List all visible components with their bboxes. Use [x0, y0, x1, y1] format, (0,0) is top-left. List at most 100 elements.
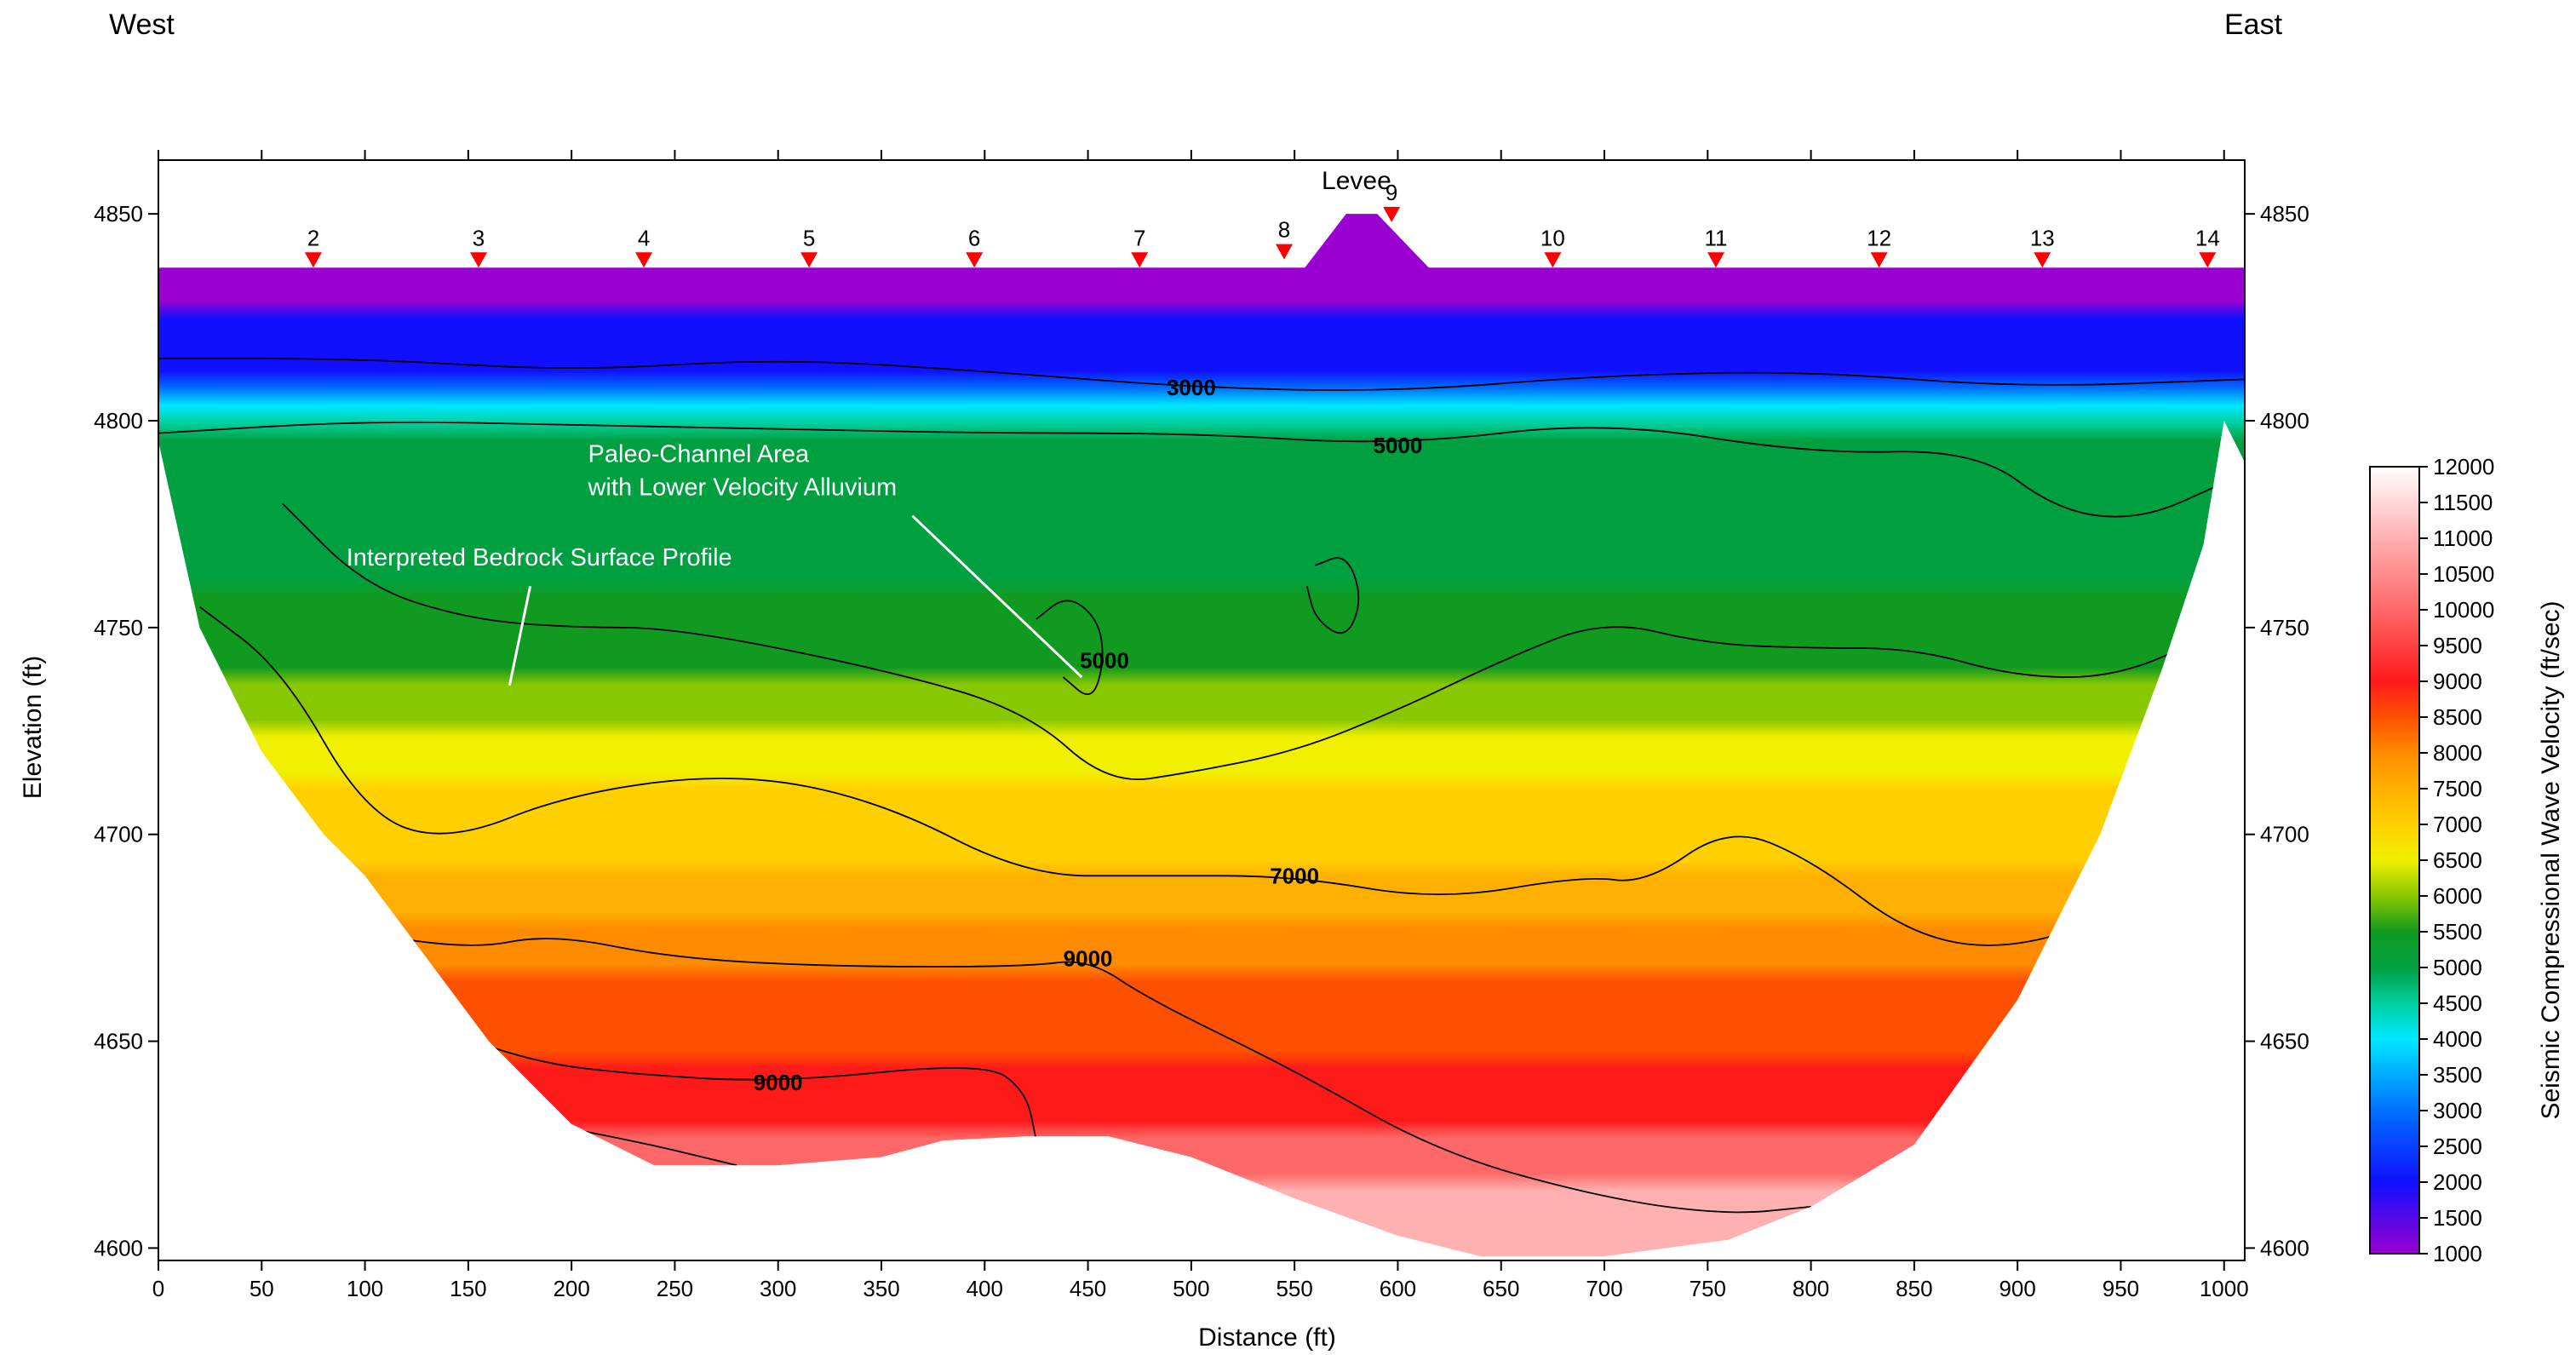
geophone-label: 8: [1278, 217, 1290, 243]
y-tick-label-right: 4700: [2260, 822, 2309, 847]
colorbar-tick-label: 10000: [2433, 597, 2494, 623]
x-tick-label: 600: [1380, 1276, 1416, 1301]
geophone-marker: [1870, 252, 1888, 268]
colorbar-tick-label: 8000: [2433, 740, 2482, 766]
geophone-label: 7: [1133, 225, 1145, 250]
contour-label: 5000: [1374, 433, 1423, 458]
colorbar-tick-label: 6500: [2433, 847, 2482, 873]
geophone-marker: [1707, 252, 1725, 268]
colorbar-tick-label: 1000: [2433, 1241, 2482, 1266]
y-tick-label: 4850: [94, 201, 143, 227]
x-tick-label: 250: [657, 1276, 693, 1301]
geophone-label: 5: [803, 225, 815, 250]
contour-label: 5000: [1080, 648, 1129, 674]
contour-lines: 3000 5000 5000 7000 9000 9000: [158, 358, 2245, 1214]
x-tick-label: 650: [1483, 1276, 1519, 1301]
contour-line-3000: [158, 358, 2245, 391]
x-tick-label: 450: [1070, 1276, 1106, 1301]
x-tick-label: 100: [347, 1276, 383, 1301]
contour-label: 3000: [1167, 375, 1216, 400]
geophone-label: 4: [638, 225, 650, 250]
x-tick-label: 300: [760, 1276, 796, 1301]
east-label: East: [2224, 9, 2283, 41]
colorbar-tick-label: 6000: [2433, 883, 2482, 909]
colorbar-tick-label: 4000: [2433, 1026, 2482, 1052]
geophone-marker: [1131, 252, 1149, 268]
geophone-label: 6: [968, 225, 980, 250]
x-tick-label: 750: [1690, 1276, 1726, 1301]
colorbar-tick-label: 11000: [2433, 525, 2493, 551]
y-tick-label-right: 4800: [2260, 408, 2309, 433]
geophone-label: 13: [2030, 225, 2055, 250]
colorbar-tick-label: 3000: [2433, 1098, 2482, 1123]
colorbar-tick-label: 1500: [2433, 1205, 2482, 1231]
y-tick-label-right: 4850: [2260, 201, 2309, 227]
x-tick-label: 700: [1586, 1276, 1622, 1301]
x-axis-title: Distance (ft): [1198, 1323, 1336, 1352]
y-tick-label: 4600: [94, 1235, 143, 1260]
colorbar-tick-label: 3500: [2433, 1062, 2482, 1088]
geophone-label: 14: [2195, 225, 2220, 250]
annotation-text: with Lower Velocity Alluvium: [588, 474, 898, 501]
annotation-text: Interpreted Bedrock Surface Profile: [347, 544, 732, 571]
geophone-label: 2: [307, 225, 319, 250]
velocity-field-fill: [158, 214, 2245, 1257]
geophone-marker: [1276, 244, 1294, 260]
x-tick-label: 350: [863, 1276, 899, 1301]
geophone-marker: [2199, 252, 2217, 268]
y-tick-label-right: 4750: [2260, 615, 2309, 640]
colorbar-tick-label: 4500: [2433, 990, 2482, 1016]
contour-label: 9000: [1064, 945, 1113, 971]
y-tick-label: 4700: [94, 822, 143, 847]
contour-line-5000: [281, 502, 2225, 780]
west-label: West: [109, 9, 175, 41]
x-tick-label: 50: [250, 1276, 274, 1301]
x-tick-label: 1000: [2200, 1276, 2249, 1301]
y-tick-label-right: 4600: [2260, 1235, 2309, 1260]
colorbar-title: Seismic Compressional Wave Velocity (ft/…: [2537, 600, 2565, 1119]
y-tick-label: 4650: [94, 1029, 143, 1054]
y-tick-label: 4800: [94, 408, 143, 433]
y-axis-left: 4600 4650 4700 4750 4800 4850: [94, 201, 158, 1260]
geophone-marker: [800, 252, 818, 268]
colorbar: [2369, 466, 2420, 1255]
x-tick-label: 400: [967, 1276, 1003, 1301]
x-tick-label: 500: [1173, 1276, 1209, 1301]
geophone-marker: [2034, 252, 2051, 268]
velocity-field: 3000 5000 5000 7000 9000 9000: [158, 214, 2245, 1257]
colorbar-tick-label: 7500: [2433, 776, 2482, 801]
geophone-label: 10: [1540, 225, 1565, 250]
y-axis-title: Elevation (ft): [19, 656, 47, 799]
geophone-label: 3: [473, 225, 485, 250]
geophone-marker: [304, 252, 322, 268]
geophone-marker: [1544, 252, 1562, 268]
contour-line-9000: [323, 924, 1811, 1214]
x-axis: 0 50 100 150 200 250 300 350 400 450 500 550 600 650 7…: [152, 150, 2249, 1301]
geophone-marker: [1383, 206, 1401, 222]
colorbar-tick-label: 5000: [2433, 955, 2482, 980]
paleo-channel-pointer: [911, 514, 1083, 679]
x-tick-label: 850: [1896, 1276, 1932, 1301]
x-tick-label: 0: [152, 1276, 164, 1301]
colorbar-tick-label: 8500: [2433, 704, 2482, 730]
geophone-label: 12: [1867, 225, 1891, 250]
contour-label: 7000: [1270, 863, 1319, 888]
plot-frame: [158, 159, 2246, 1261]
colorbar-tick-label: 9500: [2433, 633, 2482, 658]
x-tick-label: 900: [1999, 1276, 2035, 1301]
x-tick-label: 200: [553, 1276, 589, 1301]
colorbar-tick-label: 9000: [2433, 669, 2482, 694]
geophone-label: 9: [1386, 180, 1397, 205]
bedrock-pointer: [508, 585, 532, 686]
geophone-markers: 2 3 4 5 6 7 8 9 10 11 12 13 14: [304, 180, 2220, 268]
levee-label: Levee: [1322, 167, 1391, 195]
annotation-text: Paleo-Channel Area: [588, 441, 810, 468]
x-tick-label: 950: [2103, 1276, 2139, 1301]
x-tick-label: 800: [1793, 1276, 1829, 1301]
geophone-marker: [635, 252, 653, 268]
contour-label: 9000: [754, 1070, 803, 1095]
contour-line-5000: [158, 421, 2225, 518]
y-tick-label-right: 4650: [2260, 1029, 2309, 1054]
x-tick-label: 150: [450, 1276, 486, 1301]
